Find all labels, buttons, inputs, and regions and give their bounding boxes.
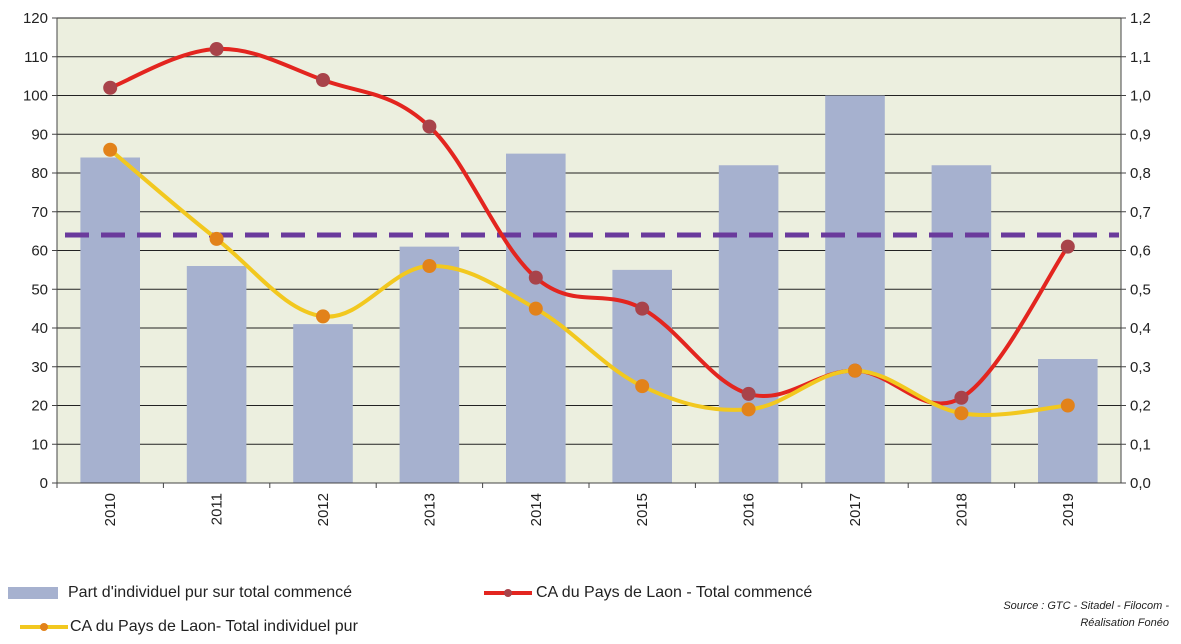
individuel-point: [1060, 398, 1075, 413]
right-axis: 0,0 0,1 0,2 0,3 0,4 0,5 0,6 0,7 0,8 0,9 1,0 1,1 1,2: [1120, 10, 1151, 492]
legend-swatch-individuel: [20, 623, 68, 631]
left-tick-label: 90: [31, 126, 48, 143]
x-tick-label: 2017: [847, 493, 864, 526]
individuel-line: [108, 147, 1070, 417]
x-tick-label: 2018: [953, 493, 970, 526]
left-tick-label: 20: [31, 398, 48, 415]
legend-label-bars: Part d'individuel pur sur total commencé: [68, 584, 353, 601]
total-point: [103, 80, 118, 95]
source-line-1: Source : GTC - Sitadel - Filocom -: [1003, 600, 1169, 612]
x-tick-label: 2019: [1060, 493, 1077, 526]
left-tick-label: 70: [31, 204, 48, 221]
legend-swatch-total: [484, 589, 532, 597]
left-axis: 0 10 20 30 40 50 60 70 80 90 100 110 120: [23, 10, 58, 492]
bar: [399, 246, 460, 483]
individuel-point: [316, 309, 330, 324]
total-point: [635, 301, 650, 316]
bar: [825, 95, 885, 483]
right-tick-label: 1,2: [1130, 10, 1151, 27]
right-tick-label: 0,8: [1130, 165, 1151, 182]
right-tick-label: 1,1: [1130, 49, 1151, 66]
source-line-2: Réalisation Fonéo: [1080, 617, 1169, 629]
individuel-point: [422, 259, 437, 273]
legend-item-bars: Part d'individuel pur sur total commencé: [8, 584, 352, 602]
legend-label-individuel: CA du Pays de Laon- Total individuel pur: [70, 618, 358, 635]
total-point: [209, 42, 224, 56]
individuel-point: [635, 379, 650, 394]
right-tick-label: 0,4: [1130, 320, 1151, 337]
individuel-point: [528, 301, 543, 316]
right-tick-label: 1,0: [1130, 88, 1151, 105]
bar: [718, 165, 779, 483]
left-tick-label: 40: [31, 320, 48, 337]
legend-swatch-bars: [8, 587, 58, 599]
individuel-point: [103, 142, 118, 157]
line-series-individuel: [103, 142, 1075, 421]
right-tick-label: 0,1: [1130, 436, 1151, 453]
bar: [931, 165, 992, 483]
total-point: [528, 270, 543, 285]
total-point: [1060, 239, 1075, 254]
left-tick-label: 30: [31, 359, 48, 376]
x-tick-label: 2016: [741, 493, 758, 526]
right-tick-label: 0,5: [1130, 281, 1151, 298]
total-point: [954, 390, 969, 405]
left-tick-label: 110: [24, 49, 48, 66]
individuel-point: [741, 402, 756, 417]
total-point: [741, 386, 756, 401]
right-tick-label: 0,3: [1130, 359, 1151, 376]
individuel-point: [848, 363, 862, 378]
x-tick-label: 2014: [528, 493, 545, 526]
x-tick-label: 2013: [421, 493, 438, 526]
x-tick-label: 2011: [209, 493, 226, 525]
bar: [186, 266, 247, 483]
x-tick-label: 2015: [634, 493, 651, 526]
x-axis: 2010 2011 2012 2013 2014 2015 2016 2017 2018 2019: [56, 482, 1121, 526]
total-point: [316, 73, 330, 87]
right-tick-label: 0,0: [1130, 475, 1151, 492]
left-tick-label: 50: [31, 281, 48, 298]
bar: [293, 324, 353, 483]
x-tick-label: 2012: [315, 493, 332, 526]
legend-item-individuel: CA du Pays de Laon- Total individuel pur: [20, 618, 358, 636]
individuel-point: [209, 231, 224, 246]
individuel-point: [954, 406, 969, 421]
bar: [506, 153, 566, 483]
legend-item-total: CA du Pays de Laon - Total commencé: [484, 584, 812, 602]
bar: [1038, 359, 1098, 483]
bar: [80, 157, 140, 483]
right-tick-label: 0,2: [1130, 398, 1151, 415]
right-tick-label: 0,9: [1130, 126, 1151, 143]
left-tick-label: 80: [31, 165, 48, 182]
left-tick-label: 60: [31, 243, 48, 260]
right-tick-label: 0,7: [1130, 204, 1151, 221]
left-tick-label: 120: [23, 10, 48, 27]
left-tick-label: 100: [23, 88, 48, 105]
source-note: Source : GTC - Sitadel - Filocom - Réali…: [1003, 598, 1169, 632]
right-tick-label: 0,6: [1130, 243, 1151, 260]
total-point: [422, 119, 437, 134]
left-tick-label: 10: [31, 436, 48, 453]
bar-series: [80, 95, 1098, 483]
x-tick-label: 2010: [102, 493, 119, 526]
legend-label-total: CA du Pays de Laon - Total commencé: [536, 584, 813, 601]
left-tick-label: 0: [40, 475, 48, 492]
